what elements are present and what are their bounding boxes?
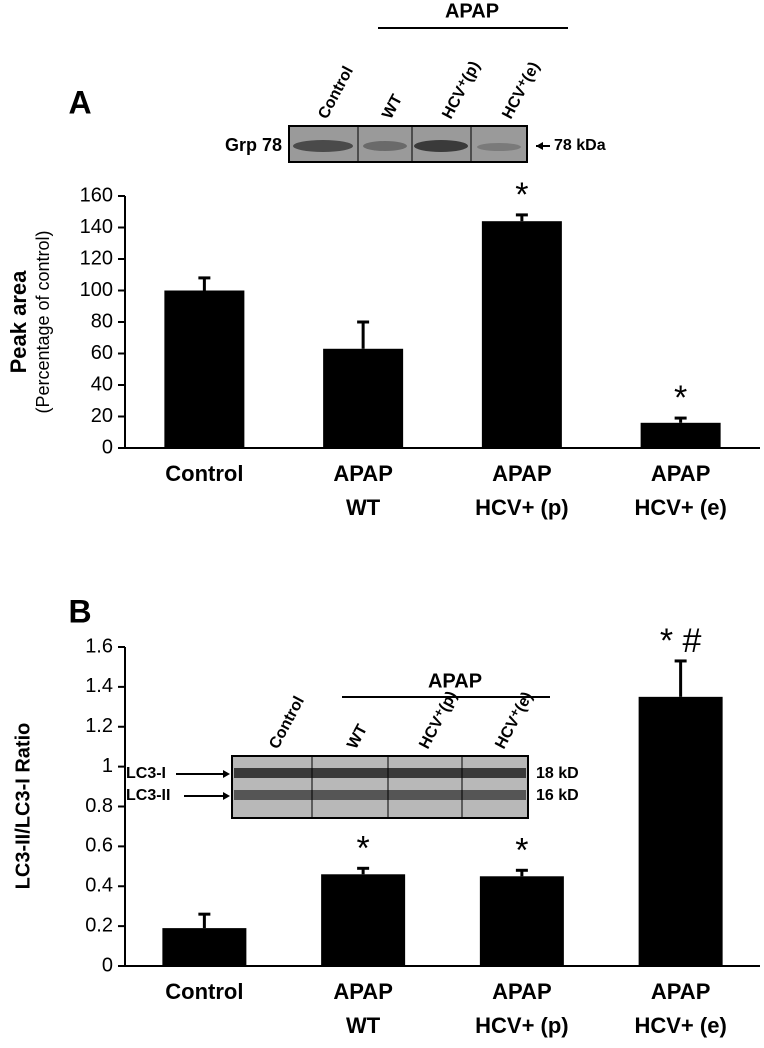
x-tick-label: HCV+ (p) (475, 495, 569, 520)
y-tick-label: 160 (80, 184, 113, 206)
panel-label: B (68, 593, 91, 629)
bar (481, 221, 562, 448)
significance-marker: * # (660, 622, 702, 660)
band-label: LC3-II (126, 787, 170, 804)
blot-group-label: APAP (445, 0, 499, 22)
arrow-head (223, 770, 230, 778)
y-tick-label: 1.6 (85, 635, 113, 657)
y-tick-label: 0.8 (85, 795, 113, 817)
y-axis-label: LC3-II/LC3-I Ratio (12, 723, 34, 890)
x-tick-label: HCV+ (p) (475, 1013, 569, 1038)
significance-marker: * (515, 831, 528, 869)
significance-marker: * (674, 379, 687, 417)
x-tick-label: APAP (333, 461, 393, 486)
y-tick-label: 80 (91, 310, 113, 332)
bar (321, 874, 406, 966)
y-tick-label: 140 (80, 216, 113, 238)
band-label: LC3-I (126, 765, 166, 782)
arrow-head (223, 792, 230, 800)
lane-label: HCV⁺(e) (499, 59, 543, 122)
lane-label: Control (315, 64, 357, 122)
x-tick-label: APAP (651, 461, 711, 486)
y-tick-label: 0 (102, 954, 113, 976)
band-label: Grp 78 (225, 135, 282, 155)
bar (162, 928, 247, 966)
blot-image (231, 755, 529, 819)
y-tick-label: 60 (91, 342, 113, 364)
lane-label: WT (344, 722, 371, 752)
x-tick-label: WT (346, 495, 381, 520)
y-tick-label: 0 (102, 436, 113, 458)
y-tick-label: 100 (80, 279, 113, 301)
size-label: 78 kDa (554, 137, 606, 154)
bar (640, 422, 721, 448)
x-tick-label: HCV+ (e) (634, 495, 726, 520)
y-tick-label: 20 (91, 405, 113, 427)
lane-label: HCV⁺(e) (492, 689, 536, 752)
blot-group-label: APAP (428, 670, 482, 692)
panel-label: A (68, 84, 91, 120)
x-tick-label: APAP (651, 979, 711, 1004)
y-tick-label: 1.2 (85, 715, 113, 737)
lane-label: HCV⁺(p) (439, 59, 483, 122)
bar (164, 290, 245, 448)
x-tick-label: WT (346, 1013, 381, 1038)
x-tick-label: HCV+ (e) (634, 1013, 726, 1038)
significance-marker: * (515, 176, 528, 214)
x-tick-label: APAP (492, 979, 552, 1004)
y-axis-sublabel: (Percentage of control) (33, 230, 53, 413)
arrow-head (536, 142, 543, 150)
significance-marker: * (357, 829, 370, 867)
x-tick-label: Control (165, 461, 243, 486)
y-tick-label: 40 (91, 373, 113, 395)
y-tick-label: 1.4 (85, 675, 113, 697)
lane-label: WT (379, 92, 406, 122)
y-tick-label: 0.2 (85, 914, 113, 936)
bar (638, 696, 723, 966)
lane-label: Control (266, 694, 308, 752)
bar (479, 876, 564, 966)
bar (323, 348, 404, 448)
y-axis-label: Peak area (6, 270, 31, 374)
y-tick-label: 1 (102, 755, 113, 777)
lane-label: HCV⁺(p) (416, 689, 460, 752)
y-tick-label: 0.4 (85, 875, 113, 897)
blot-image (288, 125, 528, 163)
y-tick-label: 0.6 (85, 835, 113, 857)
x-tick-label: APAP (492, 461, 552, 486)
x-tick-label: Control (165, 979, 243, 1004)
size-label: 18 kD (536, 765, 579, 782)
y-tick-label: 120 (80, 247, 113, 269)
x-tick-label: APAP (333, 979, 393, 1004)
size-label: 16 kD (536, 787, 579, 804)
